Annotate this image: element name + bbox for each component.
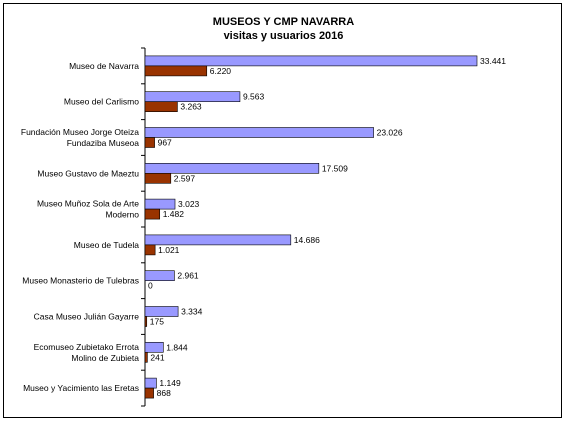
data-label: 3.334 bbox=[181, 307, 203, 317]
bar-visitas bbox=[144, 234, 292, 246]
chart-title: MUSEOS Y CMP NAVARRA bbox=[212, 16, 355, 28]
data-label: 2.961 bbox=[177, 271, 199, 281]
category-label: Museo de Navarra bbox=[69, 61, 139, 71]
bar-usuarios bbox=[144, 244, 156, 256]
bar-visitas bbox=[144, 55, 478, 67]
data-label: 3.263 bbox=[180, 102, 202, 112]
data-label: 2.597 bbox=[174, 173, 196, 183]
data-label: 1.149 bbox=[159, 378, 181, 388]
category-label: Museo Monasterio de Tulebras bbox=[22, 276, 139, 286]
bar-visitas bbox=[144, 198, 176, 210]
bar-usuarios bbox=[144, 351, 148, 363]
bar-usuarios bbox=[144, 137, 155, 148]
bar-visitas bbox=[144, 127, 374, 138]
data-label: 9.563 bbox=[243, 92, 265, 102]
category-label: Ecomuseo Zubietako Errota Molino de Zubie… bbox=[34, 342, 140, 363]
data-label: 23.026 bbox=[377, 128, 403, 138]
data-label: 868 bbox=[157, 388, 171, 398]
data-label: 0 bbox=[148, 281, 153, 291]
bar-visitas bbox=[144, 163, 320, 174]
data-label: 175 bbox=[150, 317, 164, 327]
category-label: Museo Gustavo de Maeztu bbox=[37, 168, 139, 178]
category-label: Museo de Tudela bbox=[74, 240, 139, 250]
category-label: Museo Muñoz Sola de Arte Moderno bbox=[37, 199, 139, 220]
data-label: 6.220 bbox=[210, 66, 232, 76]
bar-usuarios bbox=[144, 208, 161, 220]
data-label: 1.482 bbox=[163, 209, 185, 219]
bar-visitas bbox=[144, 91, 241, 102]
category-label: Casa Museo Julián Gayarre bbox=[34, 312, 140, 322]
category-label: Museo del Carlismo bbox=[64, 97, 139, 107]
data-label: 3.023 bbox=[178, 199, 200, 209]
data-label: 1.844 bbox=[166, 342, 188, 352]
chart-subtitle: visitas y usuarios 2016 bbox=[223, 30, 344, 42]
data-label: 967 bbox=[158, 138, 172, 148]
category-label: Fundación Museo Jorge Oteiza Fundaziba Mu… bbox=[21, 127, 139, 148]
bar-visitas bbox=[144, 306, 179, 317]
bar-visitas bbox=[144, 341, 164, 353]
data-label: 33.441 bbox=[480, 56, 506, 66]
data-label: 241 bbox=[150, 352, 164, 362]
bar-usuarios bbox=[144, 173, 172, 184]
data-label: 17.509 bbox=[322, 163, 348, 173]
bar-visitas bbox=[144, 377, 157, 389]
data-label: 1.021 bbox=[158, 245, 180, 255]
bar-usuarios bbox=[144, 387, 154, 399]
category-label: Museo y Yacimiento las Eretas bbox=[23, 383, 139, 393]
bar-usuarios bbox=[144, 101, 178, 112]
data-label: 14.686 bbox=[294, 235, 320, 245]
bar-visitas bbox=[144, 270, 175, 282]
bar-usuarios bbox=[144, 316, 148, 327]
chart-frame bbox=[3, 3, 562, 418]
bar-usuarios bbox=[144, 65, 208, 77]
